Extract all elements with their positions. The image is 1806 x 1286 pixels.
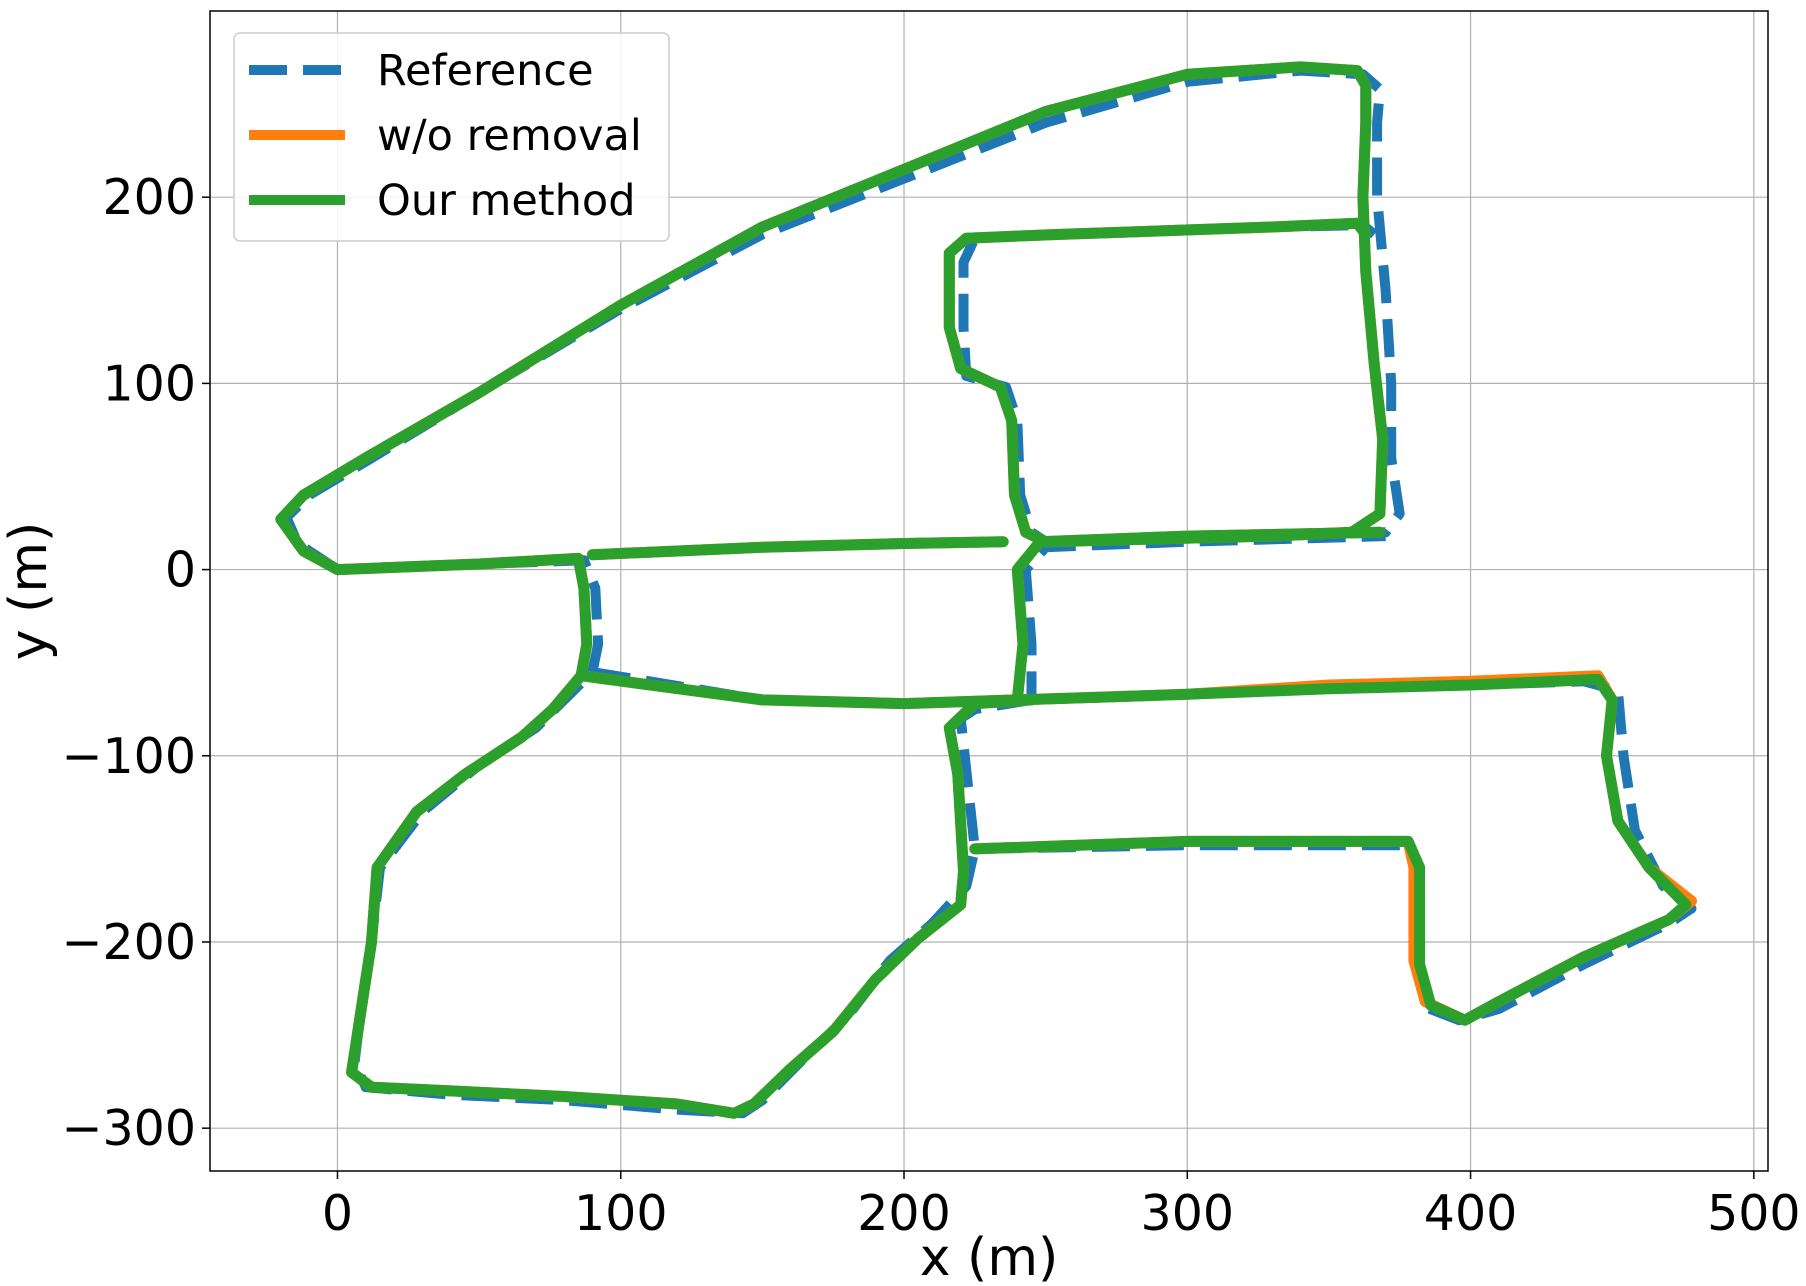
series-layer bbox=[275, 61, 1697, 1119]
x-axis-label: x (m) bbox=[920, 1228, 1059, 1286]
x-tick-label: 100 bbox=[574, 1185, 668, 1242]
x-tick-label: 200 bbox=[857, 1185, 951, 1242]
y-tick-label: 200 bbox=[102, 169, 196, 226]
y-tick-label: 0 bbox=[165, 542, 196, 599]
legend-label: Our method bbox=[377, 176, 636, 226]
x-ticks: 0 100 200 300 400 500 bbox=[322, 1171, 1801, 1242]
series-our-method bbox=[275, 61, 1692, 1119]
legend-label: Reference bbox=[377, 46, 594, 96]
x-tick-label: 400 bbox=[1424, 1185, 1518, 1242]
y-axis-label: y (m) bbox=[0, 522, 59, 661]
x-tick-label: 0 bbox=[322, 1185, 353, 1242]
y-tick-label: −200 bbox=[61, 914, 196, 971]
plot-frame bbox=[209, 10, 1769, 1172]
y-tick-label: 100 bbox=[102, 355, 196, 412]
x-tick-label: 500 bbox=[1707, 1185, 1801, 1242]
series-line bbox=[575, 526, 1386, 710]
x-tick-label: 300 bbox=[1141, 1185, 1235, 1242]
legend-label: w/o removal bbox=[377, 111, 642, 161]
y-tick-label: −300 bbox=[61, 1100, 196, 1157]
series-line bbox=[969, 673, 1692, 1026]
y-ticks: −300 −200 −100 0 100 200 bbox=[61, 169, 210, 1157]
legend-box bbox=[233, 32, 670, 242]
y-tick-label: −100 bbox=[61, 728, 196, 785]
series-line bbox=[275, 61, 1389, 576]
legend: Reference w/o removal Our method bbox=[233, 32, 670, 242]
series-line bbox=[586, 536, 1009, 561]
